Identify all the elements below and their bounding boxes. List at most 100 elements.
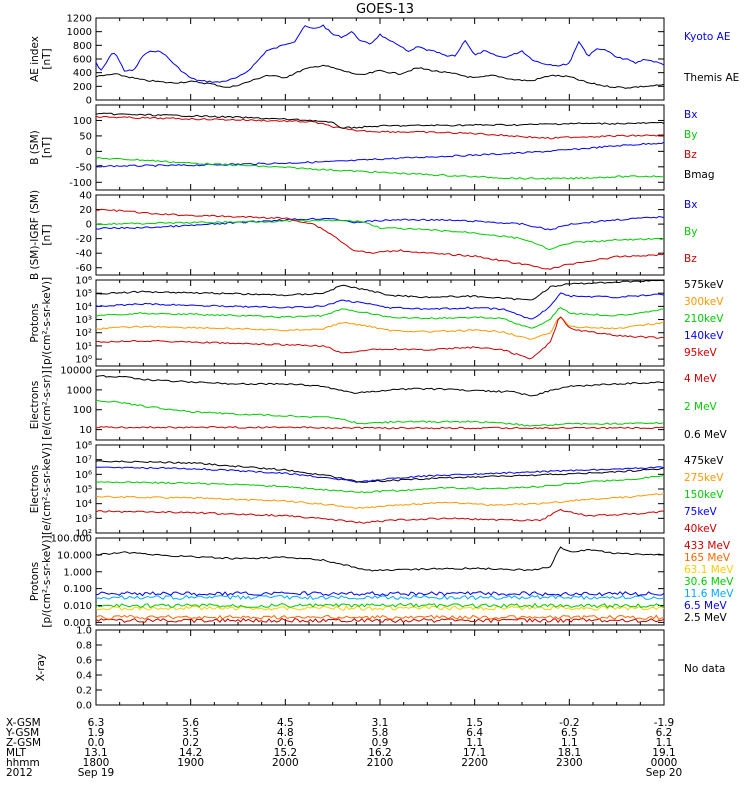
y-tick-label: -40 xyxy=(76,249,92,260)
series-line-themis-ae xyxy=(95,64,665,89)
legend-entry: 40keV xyxy=(684,523,718,535)
panel-frame xyxy=(95,629,665,706)
legend-entry: 95keV xyxy=(684,347,718,359)
legend-entry: Bz xyxy=(684,253,697,265)
y-axis-label: Electrons xyxy=(29,381,41,430)
panel-pflux: 10⁰ 10¹ 10² 10³ 10⁴ 10⁵ 10⁶ Protons [p/(cm²-s-sr… xyxy=(29,276,724,370)
panel-frame xyxy=(95,17,665,101)
y-tick-label: 1000 xyxy=(67,27,92,38)
series-line-140kev xyxy=(95,292,665,320)
y-axis-label: Protons xyxy=(29,303,41,342)
series-line-475kev xyxy=(95,460,665,483)
footer-value-y-gsm: 6.5 xyxy=(560,727,578,739)
legend-entry: Bmag xyxy=(684,169,715,181)
y-tick-label: 0.4 xyxy=(76,671,92,682)
y-tick-label: 0.6 xyxy=(76,656,92,667)
panel-frame xyxy=(95,444,665,534)
footer-value-x-gsm: 4.5 xyxy=(276,717,294,729)
footer-value-z-gsm: 1.1 xyxy=(655,737,673,749)
footer-value-hhmm: 1800 xyxy=(82,757,110,769)
y-tick-label: 10⁶ xyxy=(75,470,92,481)
footer-value-x-gsm: 1.5 xyxy=(466,717,484,729)
footer-value-date: Sep 19 xyxy=(77,767,115,779)
footer-value-y-gsm: 4.8 xyxy=(276,727,294,739)
y-tick-label: 0.010 xyxy=(63,601,92,612)
legend-entry: 2 MeV xyxy=(684,401,718,413)
y-tick-label: -100 xyxy=(69,178,92,189)
footer-label-z-gsm: Z-GSM xyxy=(6,737,42,749)
series-line-bmag xyxy=(95,112,665,129)
footer-label-x-gsm: X-GSM xyxy=(6,717,41,729)
footer-value-x-gsm: 3.1 xyxy=(371,717,389,729)
footer-value-mlt: 13.1 xyxy=(84,747,108,759)
panel-eflux: 10 100 1000 10000 Electrons [e/(cm²-s-sr)] 4 M… xyxy=(29,366,728,442)
series-line-40kev xyxy=(95,508,665,524)
panel-bsm: -100 -50 0 50 100 B (SM) [nT] Bx By Bz Bmag xyxy=(29,104,715,191)
legend-entry: 75keV xyxy=(684,506,718,518)
y-tick-label: 10⁵ xyxy=(75,289,92,300)
footer-value-y-gsm: 6.2 xyxy=(655,727,673,739)
legend-entry: 11.6 MeV xyxy=(684,588,734,600)
footer-value-z-gsm: 1.1 xyxy=(560,737,578,749)
series-line-2-mev xyxy=(95,399,665,427)
series-line-150kev xyxy=(95,474,665,494)
series-line-95kev xyxy=(95,316,665,360)
y-tick-label: 0.8 xyxy=(76,641,92,652)
legend-entry: 475keV xyxy=(684,455,724,467)
series-line-bz xyxy=(95,115,665,140)
y-tick-label: 10⁵ xyxy=(75,485,92,496)
y-tick-label: 100 xyxy=(73,405,92,416)
y-tick-label: 10⁷ xyxy=(75,455,92,466)
series-line-210kev xyxy=(95,307,665,329)
y-axis-label: [p/(cm²-s-sr-keV)] xyxy=(41,535,53,627)
legend-entry: Bz xyxy=(684,149,697,161)
legend-entry: 0.6 MeV xyxy=(684,429,728,441)
series-line-165-mev xyxy=(95,614,665,621)
legend-entry: 2.5 MeV xyxy=(684,612,728,624)
legend-entry: 165 MeV xyxy=(684,552,731,564)
series-line-0-6-mev xyxy=(95,374,665,397)
footer-value-z-gsm: 0.6 xyxy=(276,737,294,749)
footer-value-z-gsm: 0.2 xyxy=(182,737,200,749)
y-tick-label: 10000 xyxy=(60,366,92,377)
y-axis-label: [nT] xyxy=(41,137,53,158)
series-line-4-mev xyxy=(95,425,665,430)
legend-entry: 300keV xyxy=(684,296,724,308)
series-line-63-1-mev xyxy=(95,605,665,611)
y-tick-label: 40 xyxy=(79,191,92,202)
plot-title: GOES-13 xyxy=(356,2,414,17)
y-tick-label: 10⁶ xyxy=(75,276,92,287)
y-axis-label: [p/(cm²-s-sr-keV)] xyxy=(41,277,53,369)
footer-value-mlt: 18.1 xyxy=(557,747,582,759)
panel-frame xyxy=(95,104,665,191)
y-axis-label: AE index xyxy=(29,36,41,82)
legend-entry: Themis AE xyxy=(683,72,739,84)
footer-value-mlt: 14.2 xyxy=(178,747,203,759)
footer-label-mlt: MLT xyxy=(6,747,26,759)
y-tick-label: 0 xyxy=(86,220,92,231)
y-tick-label: -60 xyxy=(76,263,92,274)
panel-xray: 0.0 0.2 0.4 0.6 0.8 1.0 X-ray No data xyxy=(35,626,725,712)
series-line-30-6-mev xyxy=(95,602,665,609)
legend-entry: 150keV xyxy=(684,489,724,501)
y-tick-label: 600 xyxy=(73,55,92,66)
y-tick-label: 0.100 xyxy=(63,584,92,595)
y-tick-label: 10¹ xyxy=(75,341,92,352)
footer-value-z-gsm: 1.1 xyxy=(466,737,484,749)
series-line-6-5-mev xyxy=(95,591,665,597)
footer-value-hhmm: 2200 xyxy=(461,757,489,769)
footer-value-x-gsm: -1.9 xyxy=(653,717,675,729)
y-tick-label: 1200 xyxy=(67,14,92,25)
panel-frame xyxy=(95,194,665,276)
series-line-bx xyxy=(95,141,665,168)
legend-entry: By xyxy=(684,129,697,141)
legend-entry: 433 MeV xyxy=(684,540,731,552)
y-tick-label: 10.000 xyxy=(57,550,92,561)
footer-label-hhmm: hhmm xyxy=(6,757,40,769)
panel-pmev: 0.001 0.010 0.100 1.000 10.000 100.000 Protons… xyxy=(29,534,734,629)
footer-value-z-gsm: 0.0 xyxy=(87,737,105,749)
y-tick-label: 0.0 xyxy=(76,701,92,712)
legend-entry: 210keV xyxy=(684,313,724,325)
y-tick-label: 0.2 xyxy=(76,686,92,697)
